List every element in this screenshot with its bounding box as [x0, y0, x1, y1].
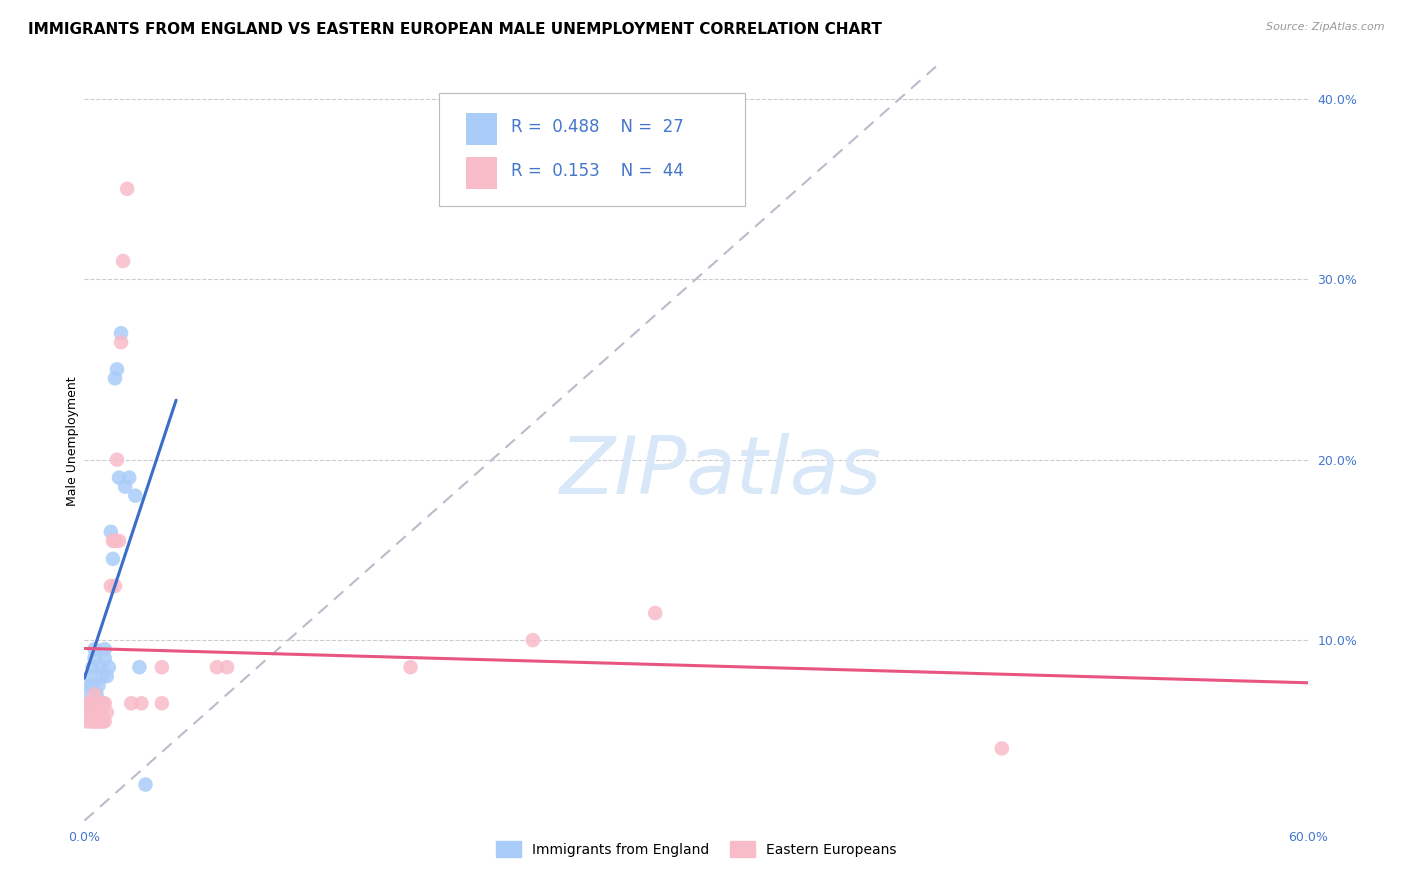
Point: [110, 326, 132, 341]
Point: [75, 696, 97, 710]
FancyBboxPatch shape: [439, 93, 745, 207]
Point: [79, 714, 101, 729]
Point: [90, 660, 112, 674]
Point: [150, 696, 173, 710]
Point: [90, 714, 112, 729]
Point: [118, 470, 141, 484]
Point: [124, 489, 146, 503]
Y-axis label: Male Unemployment: Male Unemployment: [66, 376, 79, 507]
Text: R =  0.488    N =  27: R = 0.488 N = 27: [512, 118, 683, 136]
FancyBboxPatch shape: [465, 157, 496, 189]
Point: [115, 182, 138, 196]
Point: [79, 678, 101, 692]
Point: [128, 660, 150, 674]
Point: [86, 687, 108, 701]
Point: [105, 362, 128, 376]
Point: [101, 552, 124, 566]
Point: [108, 470, 131, 484]
Point: [104, 371, 127, 385]
Point: [93, 696, 115, 710]
Point: [93, 651, 115, 665]
Point: [83, 714, 105, 729]
Point: [90, 706, 112, 720]
Text: Source: ZipAtlas.com: Source: ZipAtlas.com: [1267, 22, 1385, 32]
Point: [205, 660, 228, 674]
Text: R =  0.153    N =  44: R = 0.153 N = 44: [512, 162, 685, 180]
Point: [82, 660, 104, 674]
Point: [97, 660, 120, 674]
Point: [108, 533, 131, 548]
Point: [77, 696, 100, 710]
Point: [83, 642, 105, 657]
Point: [114, 480, 136, 494]
Point: [79, 706, 101, 720]
Point: [75, 714, 97, 729]
FancyBboxPatch shape: [465, 113, 496, 145]
Point: [91, 669, 114, 683]
Point: [83, 696, 105, 710]
Point: [93, 714, 115, 729]
Point: [104, 533, 127, 548]
Point: [105, 452, 128, 467]
Point: [131, 696, 153, 710]
Point: [82, 714, 104, 729]
Point: [93, 642, 115, 657]
Point: [79, 696, 101, 710]
Text: IMMIGRANTS FROM ENGLAND VS EASTERN EUROPEAN MALE UNEMPLOYMENT CORRELATION CHART: IMMIGRANTS FROM ENGLAND VS EASTERN EUROP…: [28, 22, 882, 37]
Point: [87, 714, 110, 729]
Point: [87, 696, 110, 710]
Legend: Immigrants from England, Eastern Europeans: Immigrants from England, Eastern Europea…: [491, 836, 901, 863]
Point: [87, 678, 110, 692]
Text: ZIPatlas: ZIPatlas: [560, 433, 882, 511]
Point: [82, 696, 104, 710]
Point: [104, 579, 127, 593]
Point: [82, 706, 104, 720]
Point: [399, 660, 422, 674]
Point: [83, 706, 105, 720]
Point: [522, 633, 544, 648]
Point: [77, 687, 100, 701]
Point: [644, 606, 666, 620]
Point: [150, 660, 173, 674]
Point: [100, 524, 122, 539]
Point: [217, 660, 239, 674]
Point: [110, 335, 132, 350]
Point: [120, 696, 142, 710]
Point: [91, 696, 114, 710]
Point: [96, 706, 118, 720]
Point: [86, 706, 108, 720]
Point: [91, 714, 114, 729]
Point: [86, 696, 108, 710]
Point: [101, 533, 124, 548]
Point: [83, 651, 105, 665]
Point: [112, 254, 135, 268]
Point: [83, 687, 105, 701]
Point: [96, 669, 118, 683]
Point: [991, 741, 1014, 756]
Point: [79, 669, 101, 683]
Point: [82, 678, 104, 692]
Point: [100, 579, 122, 593]
Point: [77, 706, 100, 720]
Point: [135, 778, 157, 792]
Point: [86, 714, 108, 729]
